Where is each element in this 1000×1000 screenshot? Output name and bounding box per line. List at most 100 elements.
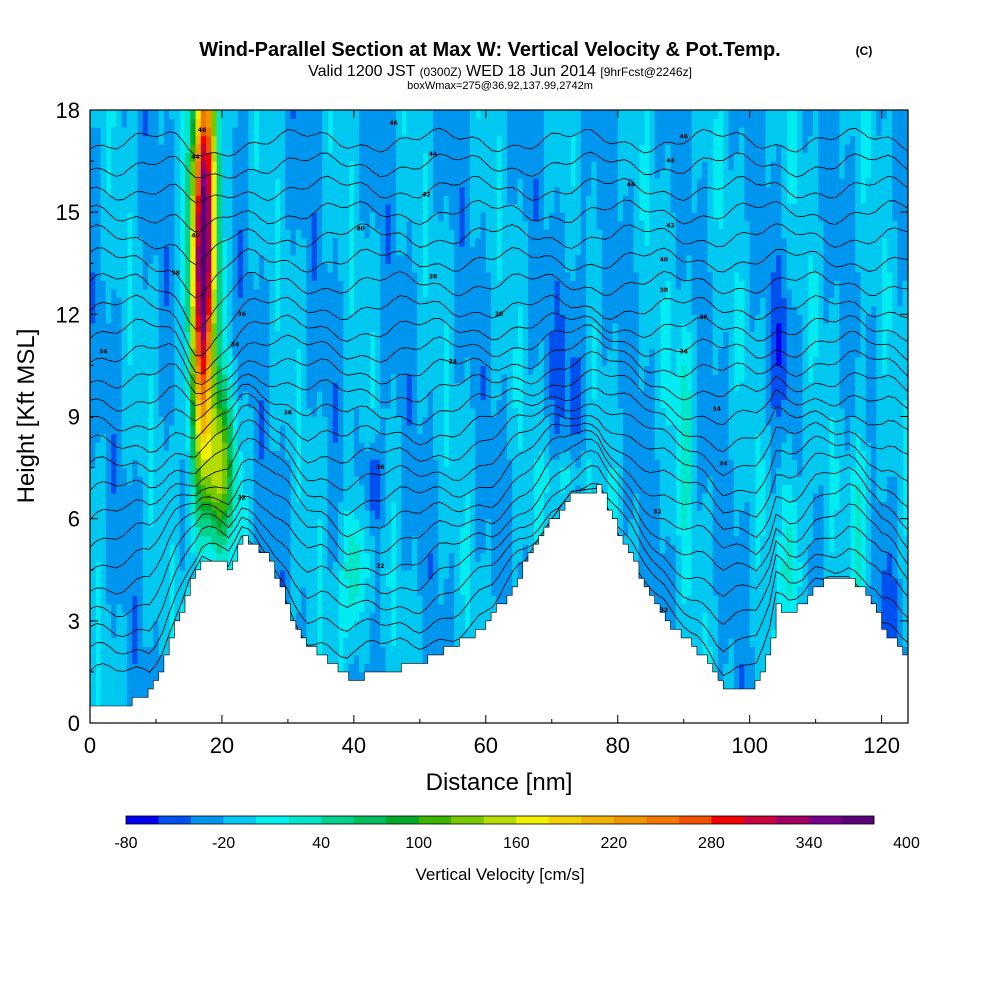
colorbar-swatch [841,816,875,824]
colorbar: -80 -20 40 100 160 220 280 340 400 [114,815,920,852]
colorbar-swatch [451,816,485,824]
theta-contour-label: 32 [238,495,246,502]
theta-contour-label: 32 [660,607,668,614]
theta-contour-label: 46 [389,120,397,127]
colorbar-tick-label: 220 [600,835,627,852]
theta-line [90,465,908,618]
colorbar-swatch [613,816,647,824]
theta-line [90,247,908,299]
theta-line [90,270,908,330]
theta-contour-label: 46 [198,127,206,134]
plot-area: 46 44 42 40 38 36 34 36 36 46 44 44 42 40 38 36 34 34 34 32… [90,110,908,723]
theta-contour-label: 32 [653,508,661,515]
theta-contour-label: 34 [680,348,688,355]
colorbar-swatch [646,816,680,824]
theta-contour-label: 36 [284,410,292,417]
theta-line [90,403,908,477]
colorbar-tick-label: 400 [893,835,920,852]
theta-contour-label: 44 [627,181,635,188]
theta-contour-label: 32 [376,563,384,570]
colorbar-tick-label: -80 [114,835,137,852]
theta-contour-label: 36 [699,314,707,321]
theta-contour-label: 40 [660,256,668,263]
colorbar-frame [125,815,875,825]
theta-contour-label: 34 [449,359,457,366]
colorbar-swatch [483,816,517,824]
theta-contour-label: 34 [99,348,107,355]
colorbar-swatch [711,816,745,824]
subtitle-utc: (0300Z) [420,65,462,79]
theta-contour-label: 40 [191,233,199,240]
colorbar-tick-label: 40 [312,835,330,852]
theta-line [90,151,908,179]
theta-contour-label: 44 [666,158,674,165]
x-tick-label: 100 [731,733,768,758]
theta-line [90,369,908,432]
theta-contour-label: 42 [666,222,674,229]
theta-contour-label: 36 [495,311,503,318]
colorbar-swatch [321,816,354,824]
colorbar-swatch [581,816,615,824]
theta-line [90,199,908,233]
theta-line [90,387,908,453]
theta-contour-label: 34 [719,461,727,468]
theta-line [90,294,908,357]
colorbar-tick-label: 160 [503,835,530,852]
colorbar-swatch [776,816,810,824]
theta-line [90,438,908,572]
y-axis-label: Height [Kft MSL] [13,329,40,504]
x-tick-label: 0 [84,733,96,758]
subtitle-valid: Valid 1200 JST [308,63,416,80]
theta-contour-label: 38 [172,270,180,277]
theta-line [90,127,908,157]
theta-contour-label: 36 [376,464,384,471]
subtitle-date: WED 18 Jun 2014 [466,63,596,80]
colorbar-swatch [353,816,387,824]
x-tick-label: 20 [210,733,234,758]
chart-title: Wind-Parallel Section at Max W: Vertical… [199,39,780,61]
colorbar-swatch [126,816,159,824]
subtitle-forecast: [9hrFcst@2246z] [600,65,692,79]
theta-line [90,175,908,204]
theta-line [90,312,908,374]
theta-line [90,351,908,412]
colorbar-swatch [386,816,419,824]
theta-line [90,413,908,497]
y-tick-label: 9 [68,405,80,430]
colorbar-tick-label: 340 [796,835,823,852]
colorbar-swatch [288,816,322,824]
colorbar-tick-label: -20 [212,835,235,852]
x-tick-label: 120 [863,733,900,758]
colorbar-tick-label: 280 [698,835,725,852]
colorbar-swatch [418,816,452,824]
copyright-mark: (C) [856,44,873,58]
theta-contour-label: 44 [429,151,437,158]
y-tick-label: 15 [56,200,80,225]
theta-line [90,429,908,548]
theta-contour-label: 44 [191,154,199,161]
colorbar-swatch [743,816,777,824]
y-tick-label: 3 [68,609,80,634]
colorbar-swatch [223,816,257,824]
x-tick-label: 80 [605,733,629,758]
theta-contour-label: 40 [356,226,364,233]
colorbar-swatch [678,816,712,824]
y-tick-label: 18 [56,98,80,123]
colorbar-swatch [256,816,289,824]
colorbar-label: Vertical Velocity [cm/s] [415,865,584,884]
x-tick-label: 40 [342,733,366,758]
colorbar-swatch [808,816,842,824]
x-tick-label: 60 [474,733,498,758]
colorbar-swatch [158,816,192,824]
theta-contour-label: 38 [660,287,668,294]
theta-contour-label: 36 [238,311,246,318]
colorbar-swatch [516,816,550,824]
x-axis-label: Distance [nm] [426,769,573,796]
colorbar-swatch [191,816,224,824]
theta-line [90,324,908,386]
x-axis: 0 20 40 60 80 100 120 [84,110,900,758]
theta-contour-label: 38 [429,273,437,280]
theta-contour-label: 46 [680,134,688,141]
